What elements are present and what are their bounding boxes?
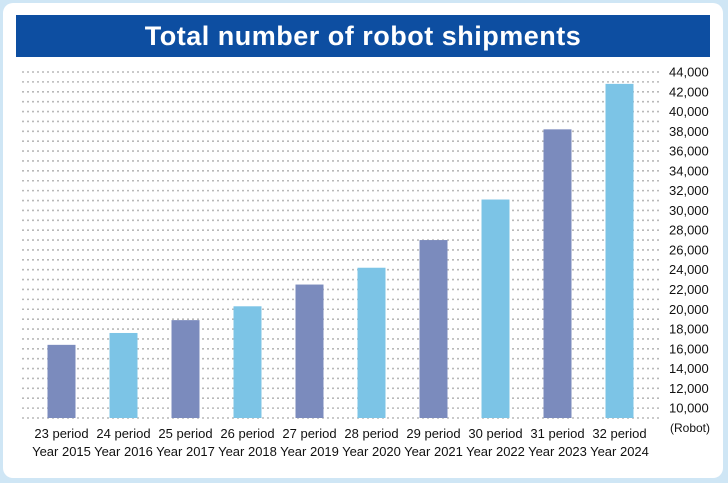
bar [295,284,324,418]
y-tick-label: 26,000 [669,242,709,257]
chart-title: Total number of robot shipments [144,20,582,51]
x-year-label: Year 2023 [528,444,587,459]
y-tick-label: 18,000 [669,322,709,337]
y-tick-label: 30,000 [669,203,709,218]
bar [47,344,76,418]
x-period-label: 30 period [468,426,522,441]
y-tick-label: 12,000 [669,381,709,396]
x-year-label: Year 2021 [404,444,463,459]
x-period-label: 31 period [530,426,584,441]
x-year-label: Year 2016 [94,444,153,459]
x-period-label: 24 period [96,426,150,441]
x-year-label: Year 2017 [156,444,215,459]
bar [357,267,386,418]
y-axis-unit: (Robot) [670,421,710,435]
x-period-label: 29 period [406,426,460,441]
x-period-label: 27 period [282,426,336,441]
x-period-label: 26 period [220,426,274,441]
x-year-label: Year 2022 [466,444,525,459]
y-axis-ticks: 10,000 12,000 14,000 16,000 18,000 20,000 22,0… [669,65,709,416]
title-bar: Total number of robot shipments [16,15,710,57]
y-tick-label: 36,000 [669,144,709,159]
x-year-label: Year 2024 [590,444,649,459]
bar [171,320,200,418]
bar [543,129,572,418]
y-tick-label: 42,000 [669,84,709,99]
bar [233,306,262,418]
x-year-label: Year 2015 [32,444,91,459]
y-tick-label: 10,000 [669,401,709,416]
y-tick-label: 40,000 [669,104,709,119]
x-period-label: 25 period [158,426,212,441]
y-tick-label: 20,000 [669,302,709,317]
x-year-label: Year 2019 [280,444,339,459]
y-tick-label: 24,000 [669,262,709,277]
x-period-label: 32 period [592,426,646,441]
x-year-label: Year 2018 [218,444,277,459]
x-period-label: 28 period [344,426,398,441]
y-tick-label: 34,000 [669,163,709,178]
y-tick-label: 44,000 [669,65,709,80]
x-year-label: Year 2020 [342,444,401,459]
y-tick-label: 38,000 [669,124,709,139]
bar [109,332,138,418]
y-tick-label: 28,000 [669,223,709,238]
y-tick-label: 14,000 [669,361,709,376]
y-tick-label: 22,000 [669,282,709,297]
bar [605,83,634,418]
bar [419,240,448,418]
x-period-label: 23 period [34,426,88,441]
y-tick-label: 32,000 [669,183,709,198]
x-axis-labels: 23 period Year 2015 24 period Year 2016 25 p… [32,426,649,459]
y-tick-label: 16,000 [669,341,709,356]
bars [47,83,634,418]
bar [481,199,510,418]
